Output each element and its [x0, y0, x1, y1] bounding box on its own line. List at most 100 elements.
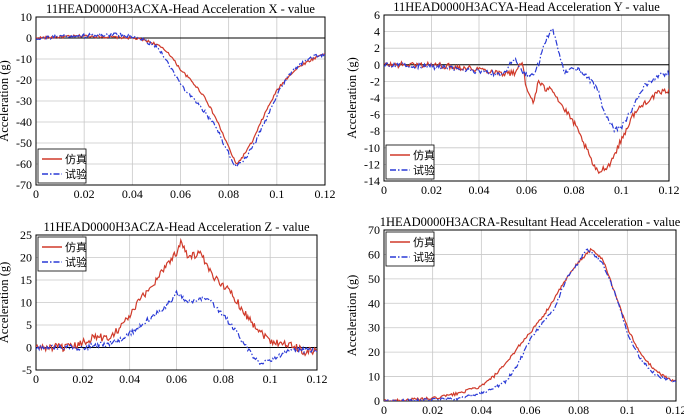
chart-panel-2: 0 0.02 0.04 0.06 0.08 0.1 0.12 -14 -12 -10 -8 -6 -4 -… — [345, 0, 680, 197]
series-line-1 — [384, 247, 676, 401]
y-tick-label: -40 — [16, 115, 32, 129]
x-tick-label: 0.1 — [614, 183, 629, 197]
x-tick-label: 0.02 — [74, 187, 95, 201]
y-tick-label: -12 — [364, 157, 380, 171]
chart-title: 1HEAD0000H3ACRA-Resultant Head Accelerat… — [380, 215, 681, 229]
x-tick-label: 0.08 — [568, 403, 589, 414]
legend-box — [385, 231, 435, 267]
x-tick-label: 0.06 — [520, 403, 541, 414]
x-tick-label: 0.02 — [72, 372, 93, 386]
y-tick-label: -50 — [16, 136, 32, 150]
series-line-2 — [36, 289, 317, 366]
series-line-2 — [36, 31, 325, 168]
y-tick-label: -6 — [370, 108, 380, 122]
x-tick-label: 0.12 — [666, 403, 684, 414]
y-tick-label: 25 — [20, 228, 32, 242]
series-line-2 — [384, 248, 676, 401]
legend-box — [385, 144, 435, 180]
y-axis-label: Acceleration (g) — [0, 262, 11, 344]
y-tick-label: 15 — [20, 273, 32, 287]
y-tick-label: -10 — [16, 52, 32, 66]
x-tick-label: 0.1 — [269, 187, 284, 201]
x-tick-label: 0.06 — [170, 187, 191, 201]
y-tick-label: 10 — [368, 370, 380, 384]
y-tick-label: -4 — [370, 91, 380, 105]
y-tick-label: -10 — [364, 141, 380, 155]
x-tick-label: 0.02 — [421, 183, 442, 197]
legend-label-2: 试验 — [65, 255, 87, 269]
x-tick-label: 0 — [33, 372, 39, 386]
y-tick-label: -60 — [16, 157, 32, 171]
x-tick-label: 0.04 — [119, 372, 140, 386]
y-axis-label: Acceleration (g) — [345, 275, 359, 357]
y-axis-label: Acceleration (g) — [345, 57, 359, 139]
x-tick-label: 0.12 — [659, 183, 680, 197]
x-tick-label: 0.08 — [564, 183, 585, 197]
y-tick-label: -20 — [16, 73, 32, 87]
x-tick-label: 0.04 — [471, 403, 492, 414]
x-tick-label: 0.12 — [307, 372, 328, 386]
x-tick-label: 0 — [381, 183, 387, 197]
y-tick-label: -5 — [22, 363, 32, 377]
y-tick-label: 6 — [374, 8, 380, 22]
x-tick-label: 0 — [381, 403, 387, 414]
y-tick-label: 20 — [368, 345, 380, 359]
y-tick-label: -2 — [370, 74, 380, 88]
y-tick-label: -30 — [16, 94, 32, 108]
y-tick-label: 0 — [26, 341, 32, 355]
legend-label-2: 试验 — [413, 250, 435, 264]
y-tick-label: 10 — [20, 10, 32, 24]
chart-panel-4: 0 0.02 0.04 0.06 0.08 0.1 0.12 0 10 20 30 40 50 60 701… — [345, 215, 684, 414]
legend-label-2: 试验 — [413, 163, 435, 177]
y-tick-label: 0 — [26, 31, 32, 45]
y-tick-label: -8 — [370, 124, 380, 138]
x-tick-label: 0.06 — [516, 183, 537, 197]
legend-box — [37, 148, 87, 184]
x-tick-label: 0.12 — [315, 187, 336, 201]
chart-title: 11HEAD0000H3ACZA-Head Acceleration Z - v… — [43, 220, 310, 234]
y-tick-label: 2 — [374, 41, 380, 55]
y-tick-label: 50 — [368, 272, 380, 286]
y-tick-label: 4 — [374, 25, 380, 39]
y-tick-label: -14 — [364, 174, 380, 188]
y-tick-label: 60 — [368, 247, 380, 261]
x-tick-label: 0 — [33, 187, 39, 201]
legend-label-1: 仿真 — [413, 235, 435, 249]
y-tick-label: 5 — [26, 318, 32, 332]
x-tick-label: 0.08 — [213, 372, 234, 386]
chart-panel-1: 0 0.02 0.04 0.06 0.08 0.1 0.12 -70 -60 -50 -40 -30 -… — [0, 2, 336, 201]
legend-label-1: 仿真 — [65, 152, 87, 166]
y-axis-label: Acceleration (g) — [0, 60, 11, 142]
series-line-1 — [36, 237, 317, 357]
x-tick-label: 0.02 — [422, 403, 443, 414]
legend-label-2: 试验 — [65, 167, 87, 181]
y-tick-label: 20 — [20, 251, 32, 265]
y-tick-label: 10 — [20, 296, 32, 310]
plot-frame — [35, 16, 326, 186]
x-tick-label: 0.04 — [122, 187, 143, 201]
x-tick-label: 0.04 — [469, 183, 490, 197]
y-tick-label: 70 — [368, 223, 380, 237]
chart-title: 11HEAD0000H3ACYA-Head Acceleration Y - v… — [393, 0, 660, 14]
chart-title: 11HEAD0000H3ACXA-Head Acceleration X - v… — [46, 2, 315, 16]
series-line-2 — [384, 27, 669, 134]
x-tick-label: 0.1 — [620, 403, 635, 414]
y-tick-label: 30 — [368, 321, 380, 335]
legend-label-1: 仿真 — [413, 148, 435, 162]
x-tick-label: 0.06 — [166, 372, 187, 386]
plot-frame — [35, 234, 318, 371]
legend-label-1: 仿真 — [65, 240, 87, 254]
y-tick-label: 0 — [374, 394, 380, 408]
plot-frame — [383, 14, 670, 182]
x-tick-label: 0.1 — [263, 372, 278, 386]
y-tick-label: 0 — [374, 58, 380, 72]
plot-frame — [383, 229, 677, 402]
chart-panel-3: 0 0.02 0.04 0.06 0.08 0.1 0.12-5051015202511HE… — [0, 220, 328, 386]
x-tick-label: 0.08 — [218, 187, 239, 201]
legend-box — [37, 236, 87, 272]
y-tick-label: 40 — [368, 296, 380, 310]
